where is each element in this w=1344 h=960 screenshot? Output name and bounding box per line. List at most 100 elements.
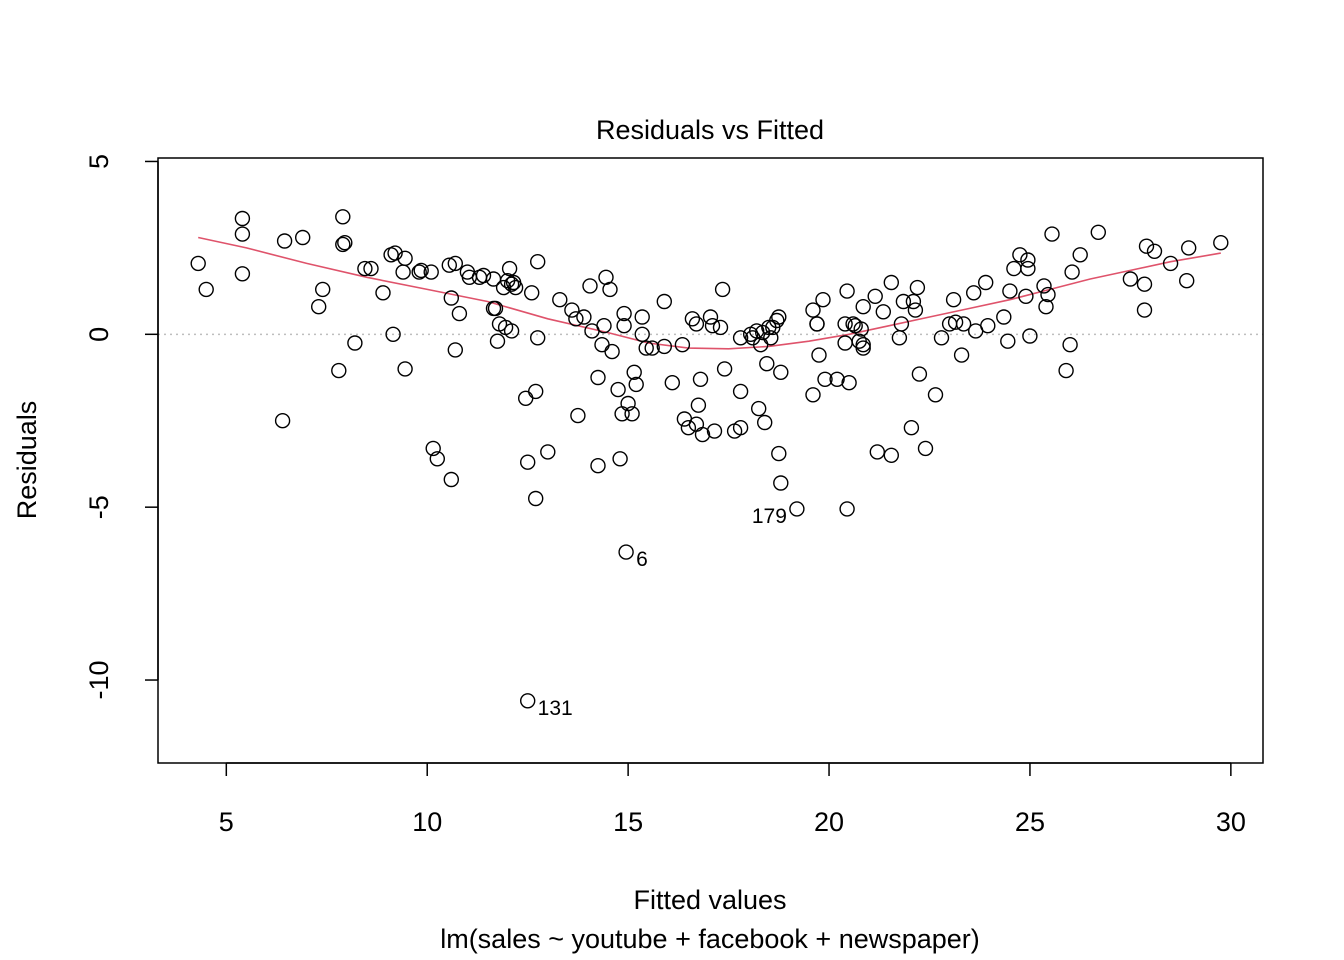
data-point <box>933 330 950 346</box>
data-point <box>447 255 463 272</box>
data-point <box>875 304 891 320</box>
data-point <box>425 440 441 457</box>
data-point <box>618 544 634 560</box>
data-point <box>712 319 729 336</box>
data-point <box>540 444 556 460</box>
data-point <box>1036 278 1052 294</box>
data-point <box>1162 255 1179 272</box>
data-point <box>656 293 672 310</box>
data-point <box>773 475 789 491</box>
data-point <box>234 266 251 282</box>
data-point <box>1018 288 1034 304</box>
data-point <box>927 387 944 403</box>
data-point <box>732 383 749 400</box>
data-point <box>891 330 908 346</box>
data-point <box>811 347 827 363</box>
data-point <box>903 420 920 436</box>
data-point <box>1072 247 1088 263</box>
data-point <box>688 416 705 432</box>
data-point <box>1020 260 1036 277</box>
data-point <box>1038 299 1054 315</box>
data-point <box>1180 240 1197 256</box>
data-point <box>385 326 401 342</box>
data-point <box>443 290 459 306</box>
data-point <box>1000 333 1016 349</box>
data-point <box>616 305 632 322</box>
data-point <box>363 260 379 277</box>
data-point <box>411 264 427 280</box>
data-point <box>570 407 586 424</box>
data-point <box>1058 362 1074 379</box>
data-point <box>552 292 568 308</box>
data-point <box>732 420 749 436</box>
data-point <box>1006 260 1022 277</box>
data-point <box>966 285 982 301</box>
data-point <box>610 381 626 398</box>
data-point <box>564 302 580 318</box>
data-point <box>1012 247 1028 263</box>
data-point <box>620 395 636 412</box>
data-point <box>680 420 697 436</box>
data-point <box>845 316 861 332</box>
y-axis: 5 0 -5 -10 <box>84 154 159 700</box>
data-point <box>644 340 660 356</box>
data-point <box>883 447 899 463</box>
data-point <box>520 454 536 470</box>
chart-title: Residuals vs Fitted <box>596 115 824 145</box>
data-point <box>839 501 855 517</box>
data-point <box>749 323 765 339</box>
data-point <box>331 362 347 379</box>
data-point <box>1178 273 1195 289</box>
data-point <box>315 281 331 298</box>
smooth-trend-line <box>198 236 1221 350</box>
data-point <box>1062 337 1078 353</box>
data-point <box>714 281 731 298</box>
data-point <box>694 426 711 443</box>
data-point <box>757 414 773 431</box>
data-point <box>423 264 439 280</box>
data-point <box>234 210 251 227</box>
data-point <box>530 330 546 346</box>
data-point <box>590 369 606 386</box>
data-point <box>674 337 691 353</box>
data-point <box>688 316 705 332</box>
x-tick-label: 15 <box>613 807 643 837</box>
data-point <box>947 314 964 330</box>
data-point <box>626 364 642 380</box>
data-point <box>616 318 632 334</box>
data-point <box>809 316 825 332</box>
data-point <box>911 366 928 382</box>
data-point <box>375 285 391 301</box>
x-axis-label: Fitted values <box>633 885 786 915</box>
data-point <box>773 364 789 380</box>
data-point <box>953 347 970 363</box>
data-point <box>357 260 373 277</box>
data-point <box>805 387 821 403</box>
data-point <box>612 451 628 467</box>
data-point <box>1138 238 1155 254</box>
data-point <box>443 471 459 488</box>
data-point <box>817 371 833 387</box>
data-point <box>1213 234 1229 251</box>
data-point <box>1122 271 1139 287</box>
data-point <box>1044 226 1060 242</box>
chart-subtitle: lm(sales ~ youtube + facebook + newspape… <box>440 924 980 954</box>
data-point <box>771 445 787 462</box>
data-point <box>769 312 785 329</box>
data-point <box>853 321 869 337</box>
data-point <box>337 234 353 251</box>
data-point <box>690 397 707 413</box>
data-point <box>335 209 351 225</box>
data-point <box>1040 286 1056 303</box>
data-point <box>867 288 883 304</box>
data-point <box>576 309 592 325</box>
data-point <box>568 311 584 327</box>
data-point <box>518 390 534 406</box>
data-point <box>789 501 805 517</box>
data-point <box>582 278 598 294</box>
data-point <box>893 316 910 332</box>
data-point <box>447 342 463 358</box>
data-point <box>841 375 857 391</box>
y-axis-label: Residuals <box>12 401 42 520</box>
data-point <box>805 302 821 318</box>
